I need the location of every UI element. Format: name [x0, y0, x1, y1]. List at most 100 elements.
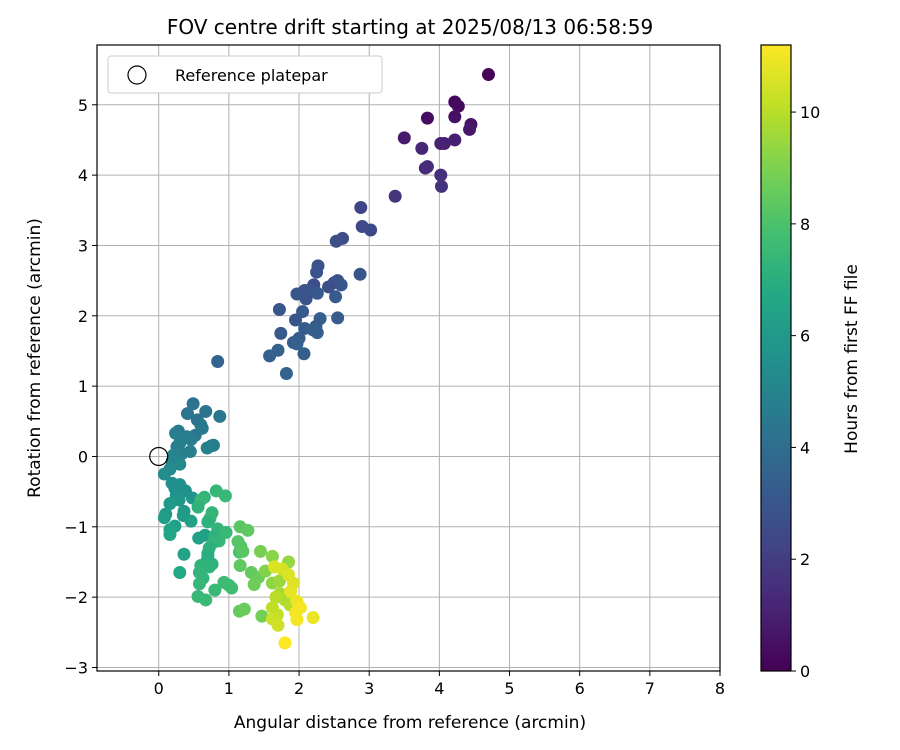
data-point — [157, 511, 171, 525]
colorbar-label: Hours from first FF file — [842, 264, 862, 454]
data-point — [192, 577, 206, 591]
data-point — [293, 601, 307, 615]
data-point — [353, 267, 367, 281]
colorbar-tick-label: 8 — [800, 215, 810, 234]
data-point — [241, 523, 255, 537]
data-point — [463, 122, 477, 136]
x-tick-label: 0 — [154, 679, 164, 698]
chart-title: FOV centre drift starting at 2025/08/13 … — [167, 15, 653, 39]
data-point — [213, 409, 227, 423]
legend-marker-open-circle — [127, 65, 147, 85]
data-point — [184, 433, 198, 447]
data-point — [451, 99, 465, 113]
x-axis-ticks: 0 1 2 3 4 5 6 7 8 — [154, 671, 725, 698]
data-point — [448, 110, 462, 124]
data-point — [271, 618, 285, 632]
data-point — [310, 265, 324, 279]
data-point — [255, 609, 269, 623]
data-point — [434, 168, 448, 182]
reference-platepar-marker — [149, 446, 169, 467]
data-point — [233, 558, 247, 572]
data-point — [354, 200, 368, 214]
x-tick-label: 5 — [504, 679, 514, 698]
x-tick-label: 4 — [434, 679, 444, 698]
x-tick-label: 7 — [645, 679, 655, 698]
data-point — [184, 514, 198, 528]
data-point — [192, 531, 206, 545]
data-point — [253, 544, 267, 558]
data-point — [420, 111, 434, 125]
data-point — [247, 577, 261, 591]
data-point — [299, 292, 313, 306]
data-point — [173, 566, 187, 580]
x-tick-label: 6 — [575, 679, 585, 698]
y-tick-label: 4 — [78, 166, 88, 185]
plot-frame — [96, 44, 721, 672]
y-axis-label: Rotation from reference (arcmin) — [25, 218, 45, 498]
y-tick-label: 1 — [78, 377, 88, 396]
data-point — [199, 404, 213, 418]
colorbar-tick-label: 6 — [800, 327, 810, 346]
data-point — [208, 583, 222, 597]
legend-entry-reference: Reference platepar — [175, 66, 328, 85]
colorbar-tick-label: 0 — [800, 662, 810, 681]
data-point — [481, 68, 495, 82]
data-point — [290, 613, 304, 627]
data-point — [448, 133, 462, 147]
data-point — [331, 311, 345, 325]
data-point — [265, 549, 279, 563]
data-point — [200, 441, 214, 455]
x-tick-label: 3 — [364, 679, 374, 698]
y-tick-label: −1 — [64, 518, 88, 537]
data-point — [279, 366, 293, 380]
data-point — [186, 397, 200, 411]
data-point — [306, 611, 320, 625]
data-point — [397, 131, 411, 145]
data-point — [269, 590, 283, 604]
data-point — [415, 141, 429, 155]
data-point — [237, 602, 251, 616]
data-point — [388, 189, 402, 203]
data-point — [191, 500, 205, 514]
data-point — [199, 593, 213, 607]
y-tick-label: 3 — [78, 236, 88, 255]
x-axis-label: Angular distance from reference (arcmin) — [234, 713, 586, 733]
data-point — [177, 547, 191, 561]
data-point — [201, 515, 215, 529]
data-point — [329, 234, 343, 248]
data-point — [297, 347, 311, 361]
data-point — [236, 544, 250, 558]
x-tick-label: 1 — [224, 679, 234, 698]
data-point — [231, 535, 245, 549]
data-point — [163, 497, 177, 511]
data-point — [364, 223, 378, 237]
data-point — [434, 179, 448, 193]
y-tick-label: −3 — [64, 658, 88, 677]
y-axis-ticks: −3 −2 −1 0 1 2 3 4 5 — [64, 96, 97, 677]
data-point — [263, 349, 277, 363]
data-point — [334, 278, 348, 292]
y-tick-label: −2 — [64, 588, 88, 607]
data-point — [157, 467, 171, 481]
data-point — [225, 581, 239, 595]
y-tick-label: 5 — [78, 96, 88, 115]
data-point — [310, 326, 324, 340]
data-point — [211, 355, 225, 369]
data-point — [420, 160, 434, 174]
data-point — [290, 337, 304, 351]
data-point — [181, 407, 195, 421]
data-point — [163, 528, 177, 542]
colorbar-tick-label: 4 — [800, 438, 810, 457]
data-points — [149, 68, 495, 650]
data-point — [329, 290, 343, 304]
data-point — [173, 457, 187, 471]
data-point — [274, 326, 288, 340]
data-point — [267, 560, 281, 574]
colorbar-ticks: 0 2 4 6 8 10 — [791, 103, 820, 681]
data-point — [169, 426, 183, 440]
colorbar-tick-label: 10 — [800, 103, 820, 122]
y-tick-label: 2 — [78, 307, 88, 326]
colorbar-tick-label: 2 — [800, 550, 810, 569]
